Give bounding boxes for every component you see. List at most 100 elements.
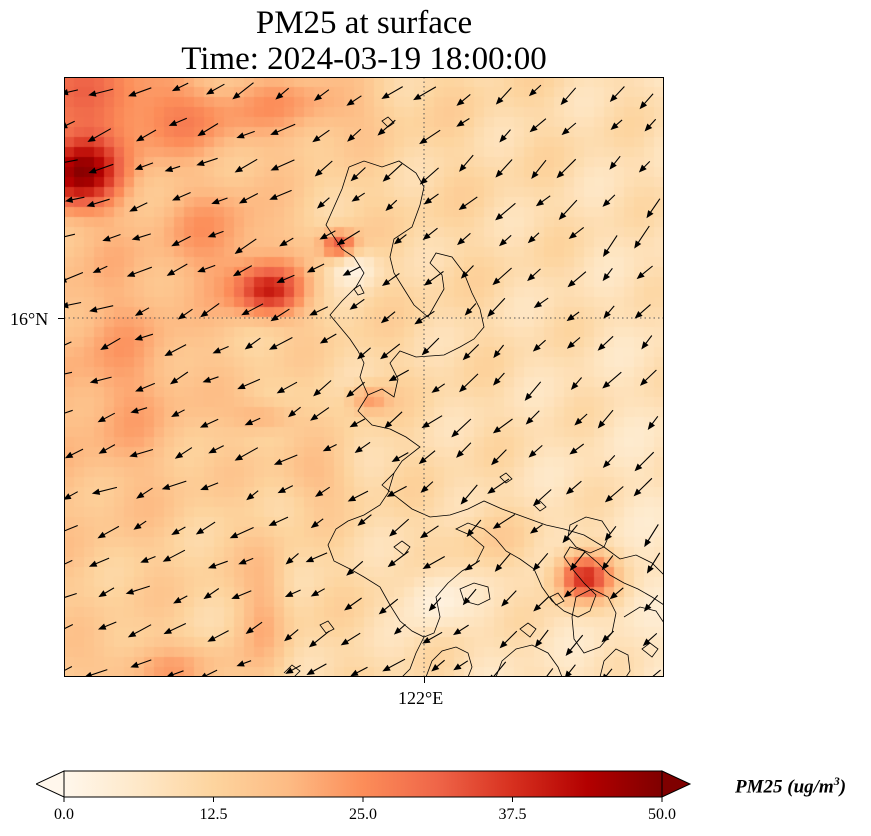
wind-arrow-head (164, 349, 173, 356)
wind-arrow-head (277, 486, 286, 494)
wind-arrow-head (532, 498, 541, 507)
wind-arrow-head (126, 270, 136, 277)
wind-arrow-head (340, 638, 350, 646)
wind-arrow-head (492, 522, 502, 529)
wind-arrow-head (562, 535, 570, 544)
wind-arrow-head (87, 135, 96, 143)
wind-arrow-head (431, 385, 440, 393)
wind-arrow-head (534, 639, 543, 648)
wind-arrow-head (560, 97, 569, 106)
wind-arrow-head (270, 164, 279, 171)
small-island-e (549, 592, 565, 606)
wind-arrow-head (609, 94, 618, 103)
wind-arrow-head (244, 342, 253, 350)
wind-arrow-shaft (64, 371, 73, 375)
lower-luzon-coast (327, 472, 664, 638)
wind-arrow-head (129, 451, 138, 458)
wind-arrow-head (98, 590, 107, 598)
wind-arrow-head (391, 455, 400, 462)
wind-vectors (64, 82, 661, 677)
wind-arrow-head (244, 419, 254, 426)
wind-arrow-head (457, 237, 466, 246)
wind-arrow-head (462, 352, 471, 361)
wind-arrow-head (202, 376, 212, 383)
wind-arrow-head (492, 426, 502, 434)
colorbar-extend-max (661, 770, 692, 798)
colorbar-label: PM25 (ug/m3) (735, 774, 846, 798)
wind-arrow-head (197, 266, 206, 273)
wind-arrow-head (140, 556, 149, 563)
map-panel (64, 77, 664, 677)
wind-arrow-head (460, 270, 469, 279)
wind-arrow-head (91, 488, 101, 495)
wind-arrow-head (64, 451, 74, 459)
wind-arrow-head (501, 598, 509, 607)
colorbar-label-exponent: 3 (833, 774, 840, 788)
wind-arrow-shaft (64, 592, 77, 599)
wind-arrow-head (634, 311, 643, 319)
wind-arrow-head (276, 276, 285, 283)
wind-arrow-head (464, 563, 473, 571)
wind-arrow-head (88, 560, 98, 567)
wind-arrow-head (531, 170, 539, 180)
wind-arrow-head (535, 198, 545, 207)
wind-arrow-head (234, 246, 243, 254)
small-island-j (641, 642, 659, 658)
wind-arrow-head (387, 559, 396, 568)
wind-arrow-head (532, 562, 541, 571)
wind-arrow-head (633, 488, 642, 497)
small-island-a (381, 116, 395, 128)
wind-arrow-head (285, 667, 294, 674)
wind-arrow-head (493, 377, 501, 386)
wind-arrow-head (128, 90, 137, 97)
wind-arrow-head (196, 159, 205, 166)
wind-arrow-head (644, 538, 652, 548)
wind-arrow-head (570, 381, 579, 390)
wind-arrow-head (380, 351, 389, 360)
wind-arrow-head (423, 278, 433, 286)
wind-arrow-head (276, 386, 286, 394)
wind-arrow-head (458, 202, 467, 211)
wind-arrow-head (168, 119, 178, 126)
wind-arrow-head (135, 134, 145, 142)
wind-arrow-head (102, 235, 111, 242)
mindoro-coast (401, 636, 425, 677)
wind-arrow-head (487, 309, 495, 317)
wind-arrow-head (602, 381, 611, 389)
wind-arrow-head (533, 603, 542, 612)
wind-arrow-head (636, 271, 645, 280)
wind-arrow-head (314, 168, 323, 177)
wind-arrow-head (313, 93, 323, 101)
wind-arrow-head (207, 635, 216, 642)
wind-arrow-head (97, 623, 107, 630)
wind-arrow-head (639, 101, 648, 110)
wind-arrow-head (459, 163, 467, 172)
wind-arrow-shaft (64, 409, 73, 414)
colorbar-tick-label: 50.0 (648, 806, 676, 823)
wind-arrow-shaft (64, 524, 78, 532)
luzon-coastline (348, 160, 664, 576)
leyte-coast (571, 588, 617, 654)
wind-arrow-head (377, 128, 386, 136)
wind-arrow-shaft (64, 666, 73, 672)
wind-arrow-head (428, 603, 437, 612)
wind-arrow-head (393, 627, 402, 635)
wind-arrow-head (646, 565, 654, 574)
wind-arrow-head (604, 532, 612, 541)
wind-arrow-head (378, 606, 387, 615)
wind-arrow-head (638, 164, 647, 173)
wind-arrow-head (647, 421, 655, 430)
wind-arrow-head (499, 134, 507, 143)
wind-arrow-head (269, 193, 278, 200)
colorbar-tick-label: 37.5 (498, 806, 527, 823)
colorbar-label-close: ) (839, 776, 847, 798)
wind-arrow-head (100, 343, 109, 351)
wind-arrow-shaft (651, 669, 661, 677)
wind-arrow-head (200, 672, 207, 677)
wind-arrow-head (393, 236, 402, 245)
wind-arrow-head (64, 196, 74, 203)
colorbar-tick-label: 25.0 (349, 806, 377, 823)
wind-arrow-head (487, 486, 496, 494)
wind-arrow-head (604, 494, 613, 503)
wind-arrow-head (602, 248, 610, 258)
